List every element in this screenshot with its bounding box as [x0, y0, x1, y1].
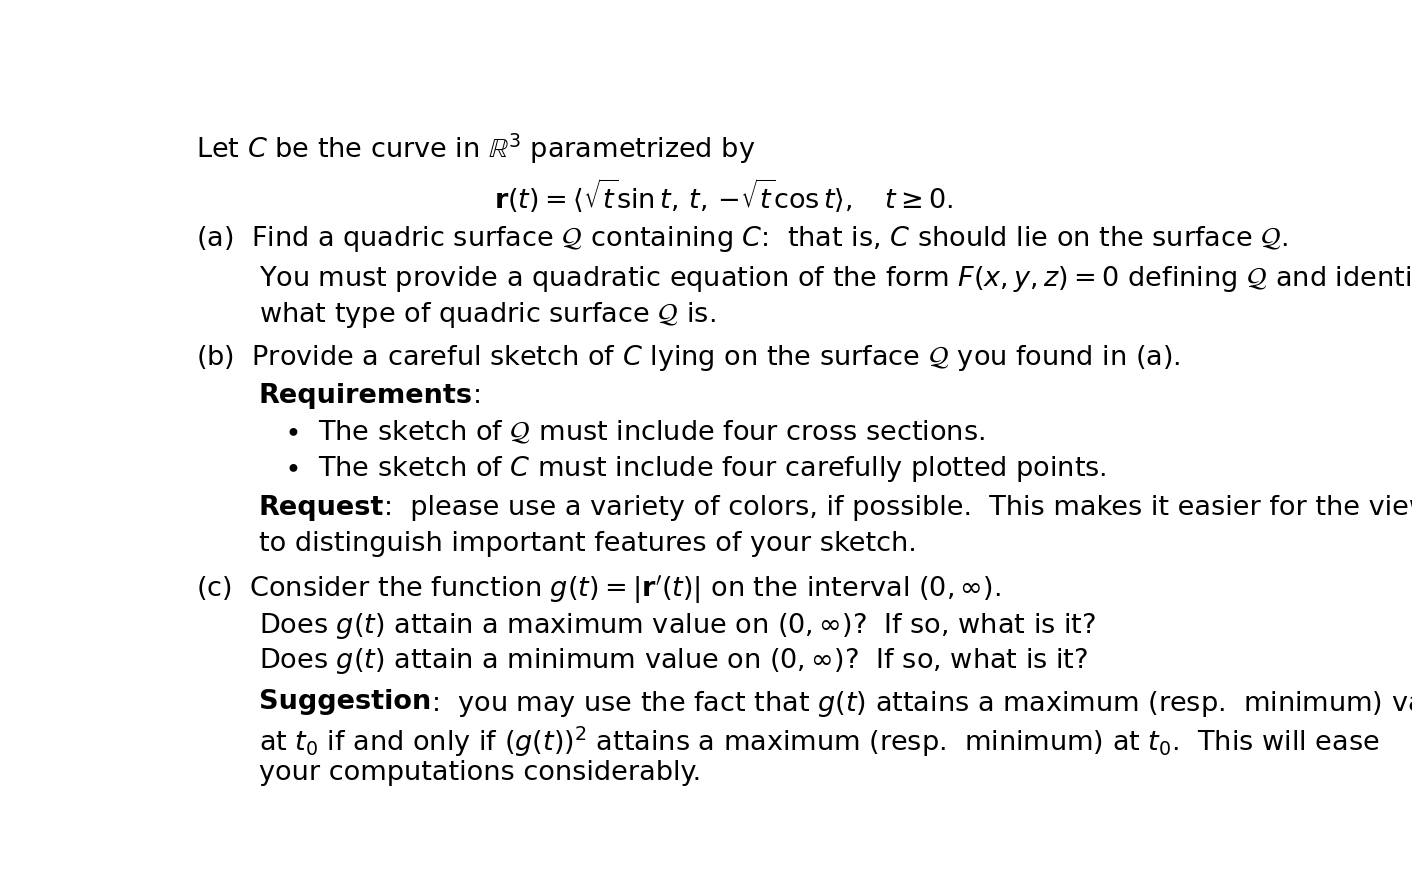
Text: Let $C$ be the curve in $\mathbb{R}^3$ parametrized by: Let $C$ be the curve in $\mathbb{R}^3$ p…: [196, 131, 755, 166]
Text: Request: Request: [258, 495, 384, 521]
Text: (c)  Consider the function $g(t) = |\mathbf{r}'(t)|$ on the interval $(0, \infty: (c) Consider the function $g(t) = |\math…: [196, 573, 1001, 606]
Text: $\bullet$  The sketch of $\mathcal{Q}$ must include four cross sections.: $\bullet$ The sketch of $\mathcal{Q}$ mu…: [284, 419, 984, 446]
Text: You must provide a quadratic equation of the form $F(x, y, z) = 0$ defining $\ma: You must provide a quadratic equation of…: [258, 264, 1412, 293]
Text: :  please use a variety of colors, if possible.  This makes it easier for the vi: : please use a variety of colors, if pos…: [384, 495, 1412, 521]
Text: (b)  Provide a careful sketch of $C$ lying on the surface $\mathcal{Q}$ you foun: (b) Provide a careful sketch of $C$ lyin…: [196, 343, 1180, 374]
Text: Does $g(t)$ attain a maximum value on $(0, \infty)$?  If so, what is it?: Does $g(t)$ attain a maximum value on $(…: [258, 611, 1096, 641]
Text: to distinguish important features of your sketch.: to distinguish important features of you…: [258, 531, 916, 557]
Text: Suggestion: Suggestion: [258, 689, 431, 715]
Text: :: :: [473, 383, 498, 409]
Text: $\bullet$  The sketch of $C$ must include four carefully plotted points.: $\bullet$ The sketch of $C$ must include…: [284, 453, 1106, 484]
Text: at $t_0$ if and only if $(g(t))^2$ attains a maximum (resp.  minimum) at $t_0$. : at $t_0$ if and only if $(g(t))^2$ attai…: [258, 725, 1380, 759]
Text: Requirements: Requirements: [258, 383, 473, 409]
Text: Does $g(t)$ attain a minimum value on $(0, \infty)$?  If so, what is it?: Does $g(t)$ attain a minimum value on $(…: [258, 645, 1087, 676]
Text: :  you may use the fact that $g(t)$ attains a maximum (resp.  minimum) value: : you may use the fact that $g(t)$ attai…: [431, 689, 1412, 719]
Text: (a)  Find a quadric surface $\mathcal{Q}$ containing $C$:  that is, $C$ should l: (a) Find a quadric surface $\mathcal{Q}$…: [196, 224, 1289, 254]
Text: what type of quadric surface $\mathcal{Q}$ is.: what type of quadric surface $\mathcal{Q…: [258, 300, 716, 330]
Text: your computations considerably.: your computations considerably.: [258, 760, 700, 786]
Text: $\mathbf{r}(t) = \langle\sqrt{t}\sin t,\, t,\, {-}\sqrt{t}\cos t\rangle,\quad t : $\mathbf{r}(t) = \langle\sqrt{t}\sin t,\…: [494, 176, 953, 215]
